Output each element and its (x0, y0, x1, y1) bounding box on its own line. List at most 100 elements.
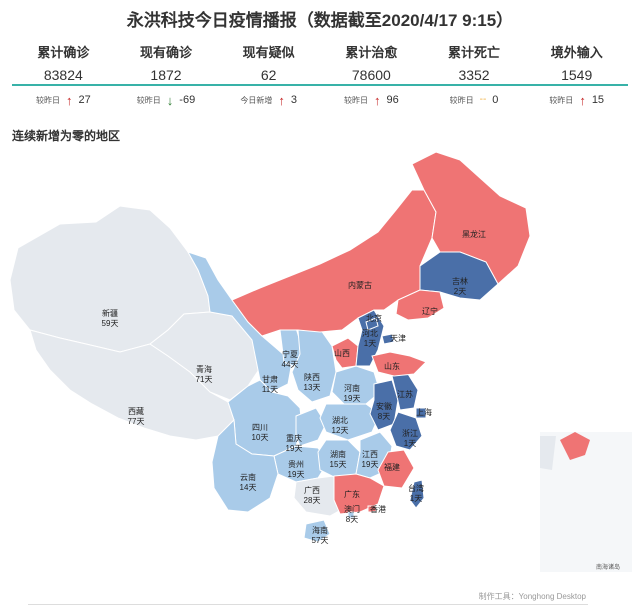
stat-3: 累计治愈 78600 (320, 42, 423, 84)
province-云南[interactable] (211, 418, 279, 513)
province-甘肃[interactable] (186, 251, 293, 393)
province-days: 11天 (262, 385, 278, 394)
province-days: 8天 (346, 515, 358, 524)
province-label: 浙江 (402, 428, 418, 438)
flat-dash-icon: -- (479, 94, 487, 105)
province-days: 44天 (282, 360, 299, 369)
province-label: 天津 (390, 333, 406, 343)
province-label: 河北 (362, 328, 378, 338)
province-days: 13天 (304, 383, 321, 392)
province-label: 四川 (252, 423, 268, 432)
arrow-up-icon: ↑ (65, 92, 73, 108)
province-label: 重庆 (286, 433, 302, 443)
province-days: 77天 (128, 417, 145, 426)
province-湖南[interactable] (317, 439, 361, 479)
province-黑龙江[interactable] (411, 151, 531, 285)
stat-label: 累计治愈 (345, 45, 398, 60)
province-香港[interactable] (367, 505, 377, 513)
province-days: 1天 (410, 494, 422, 503)
stat-change-0: 较昨日 ↑ 27 (12, 92, 115, 108)
province-海南[interactable] (303, 519, 331, 543)
south-sea-inset: 南海诸岛 (540, 432, 632, 572)
province-label: 山西 (334, 348, 350, 358)
province-label: 江西 (362, 450, 378, 459)
change-label: 较昨日 (549, 95, 574, 105)
province-台湾[interactable] (409, 479, 425, 509)
province-陕西[interactable] (291, 325, 337, 403)
change-label: 较昨日 (136, 95, 161, 105)
stat-5: 境外输入 1549 (525, 42, 628, 84)
province-label: 山东 (384, 361, 400, 371)
province-label: 北京 (366, 313, 382, 323)
stat-value: 78600 (351, 67, 391, 83)
province-label: 上海 (416, 407, 432, 417)
change-value: 0 (492, 94, 499, 106)
change-label: 较昨日 (343, 95, 368, 105)
province-label: 海南 (312, 525, 328, 535)
province-label: 青海 (196, 364, 212, 374)
province-label: 西藏 (128, 406, 144, 416)
change-value: -69 (179, 94, 196, 106)
province-label: 陕西 (304, 372, 320, 382)
province-label: 香港 (370, 504, 386, 514)
province-days: 12天 (332, 426, 349, 435)
change-value: 27 (78, 94, 91, 106)
province-福建[interactable] (377, 449, 415, 489)
province-label: 宁夏 (282, 349, 298, 359)
south-sea-label: 南海诸岛 (596, 563, 620, 571)
province-label: 湖南 (330, 449, 346, 459)
province-label: 福建 (384, 462, 400, 472)
province-湖北[interactable] (319, 403, 381, 441)
province-days: 28天 (304, 496, 321, 505)
province-label: 江苏 (397, 389, 413, 399)
province-重庆[interactable] (295, 407, 327, 447)
stat-value: 3352 (458, 67, 490, 83)
province-days: 10天 (252, 433, 269, 442)
change-label: 较昨日 (35, 95, 60, 105)
stat-1: 现有确诊 1872 (115, 42, 218, 84)
stats-row: 累计确诊 83824 现有确诊 1872 现有疑似 62 累计治愈 78600 累计死亡 3352… (12, 42, 628, 86)
province-辽宁[interactable] (395, 289, 445, 321)
stat-2: 现有疑似 62 (217, 42, 320, 84)
stat-value: 1549 (561, 67, 593, 83)
province-label: 云南 (240, 472, 256, 482)
province-label: 甘肃 (262, 374, 278, 384)
province-label: 安徽 (376, 401, 392, 411)
page-title: 永洪科技今日疫情播报（数据截至2020/4/17 9:15） (126, 11, 514, 30)
province-浙江[interactable] (389, 411, 423, 451)
province-天津[interactable] (381, 333, 395, 345)
footer-divider (28, 604, 588, 605)
stat-value: 83824 (43, 67, 83, 83)
province-label: 内蒙古 (348, 280, 372, 290)
province-澳门[interactable] (347, 511, 355, 519)
stat-label: 现有疑似 (242, 45, 295, 60)
province-label: 广西 (304, 485, 320, 495)
change-value: 15 (591, 94, 605, 106)
stat-value: 1872 (150, 67, 182, 83)
province-北京[interactable] (365, 317, 379, 331)
province-山东[interactable] (371, 351, 427, 377)
province-安徽[interactable] (369, 379, 399, 431)
province-days: 1天 (364, 339, 376, 348)
stat-label: 累计确诊 (37, 45, 90, 60)
province-广东[interactable] (333, 473, 385, 515)
arrow-up-icon: ↑ (278, 92, 285, 108)
change-value: 96 (386, 94, 399, 106)
province-days: 1天 (404, 439, 416, 448)
province-days: 19天 (286, 444, 303, 453)
province-days: 59天 (102, 319, 119, 328)
province-上海[interactable] (415, 407, 427, 419)
province-days: 2天 (454, 287, 466, 296)
province-days: 19天 (362, 460, 379, 469)
province-河南[interactable] (331, 365, 381, 405)
footer-credit: 制作工具：Yonghong Desktop (478, 592, 586, 601)
stat-change-5: 较昨日 ↑ 15 (525, 92, 628, 108)
arrow-down-icon: ↓ (166, 92, 174, 108)
province-label: 澳门 (344, 504, 360, 514)
stat-value: 62 (260, 67, 277, 83)
stat-label: 境外输入 (550, 45, 603, 60)
change-label: 较昨日 (449, 95, 474, 105)
province-label: 辽宁 (422, 306, 438, 316)
stat-change-3: 较昨日 ↑ 96 (320, 92, 423, 108)
province-label: 吉林 (452, 276, 468, 286)
